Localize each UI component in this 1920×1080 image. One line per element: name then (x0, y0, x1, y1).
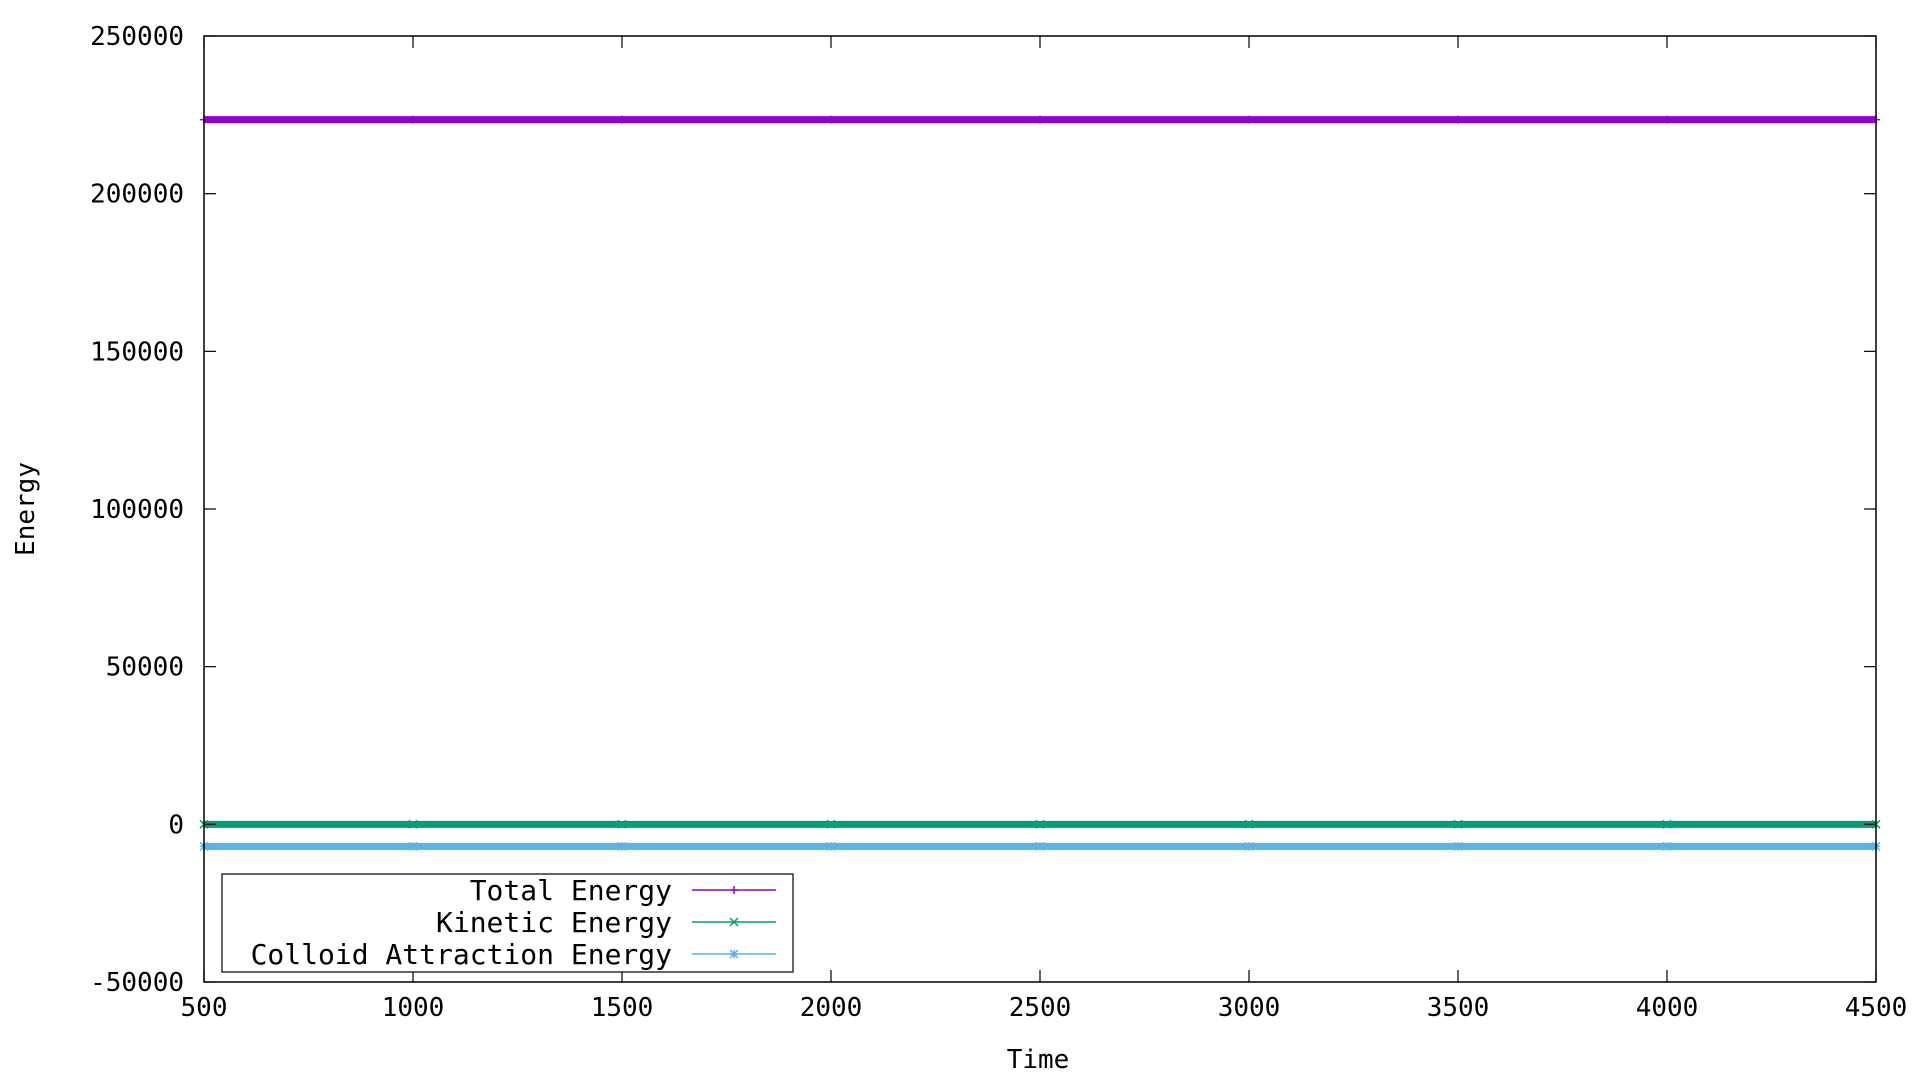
series-point-total-energy (1036, 115, 1044, 124)
series-point-kinetic-energy (1035, 819, 1045, 829)
series-point-colloid-attraction-energy (1453, 841, 1463, 851)
y-tick-label: 250000 (90, 22, 184, 52)
legend-label-kinetic-energy: Kinetic Energy (436, 906, 672, 939)
y-tick-label: 50000 (106, 653, 184, 683)
x-tick-label: 4500 (1845, 993, 1908, 1023)
x-tick-label: 1000 (382, 993, 445, 1023)
series-point-colloid-attraction-energy (1244, 841, 1254, 851)
y-axis-label: Energy (11, 462, 41, 556)
ticks-layer: 500 1000 1500 2000 2500 3000 3500 4000 4500 -5000… (90, 22, 1907, 1023)
x-tick-label: 3000 (1218, 993, 1281, 1023)
x-axis-label: Time (1007, 1045, 1070, 1075)
series-point-total-energy (1663, 115, 1671, 124)
series-point-kinetic-energy (408, 819, 418, 829)
series-point-colloid-attraction-energy (826, 841, 836, 851)
series-point-colloid-attraction-energy (1662, 841, 1672, 851)
series-point-kinetic-energy (826, 819, 836, 829)
series-point-kinetic-energy (1662, 819, 1672, 829)
legend-marker-total-energy (730, 886, 738, 894)
legend-marker-kinetic-energy (729, 917, 739, 927)
series-point-total-energy (409, 115, 417, 124)
x-tick-label: 500 (181, 993, 228, 1023)
y-tick-label: 200000 (90, 180, 184, 210)
series-point-colloid-attraction-energy (617, 841, 627, 851)
y-tick-label: 0 (168, 810, 184, 840)
series-point-colloid-attraction-energy (408, 841, 418, 851)
plot-frame (203, 35, 1877, 983)
series-point-colloid-attraction-energy (1035, 841, 1045, 851)
x-tick-label: 2500 (1009, 993, 1072, 1023)
series-point-total-energy (1245, 115, 1253, 124)
legend-label-total-energy: Total Energy (470, 874, 672, 907)
series-point-total-energy (1454, 115, 1462, 124)
series-point-kinetic-energy (1244, 819, 1254, 829)
series-point-total-energy (827, 115, 835, 124)
x-tick-label: 2000 (800, 993, 863, 1023)
series-layer (199, 115, 1881, 851)
legend-label-colloid-attraction-energy: Colloid Attraction Energy (251, 938, 672, 971)
x-tick-label: 3500 (1427, 993, 1490, 1023)
y-tick-label: 100000 (90, 495, 184, 525)
series-point-kinetic-energy (1453, 819, 1463, 829)
x-tick-label: 1500 (591, 993, 654, 1023)
legend-marker-colloid-attraction-energy (729, 949, 739, 959)
series-point-kinetic-energy (617, 819, 627, 829)
y-tick-label: -50000 (90, 968, 184, 998)
y-tick-label: 150000 (90, 337, 184, 367)
series-point-total-energy (618, 115, 626, 124)
x-tick-label: 4000 (1636, 993, 1699, 1023)
